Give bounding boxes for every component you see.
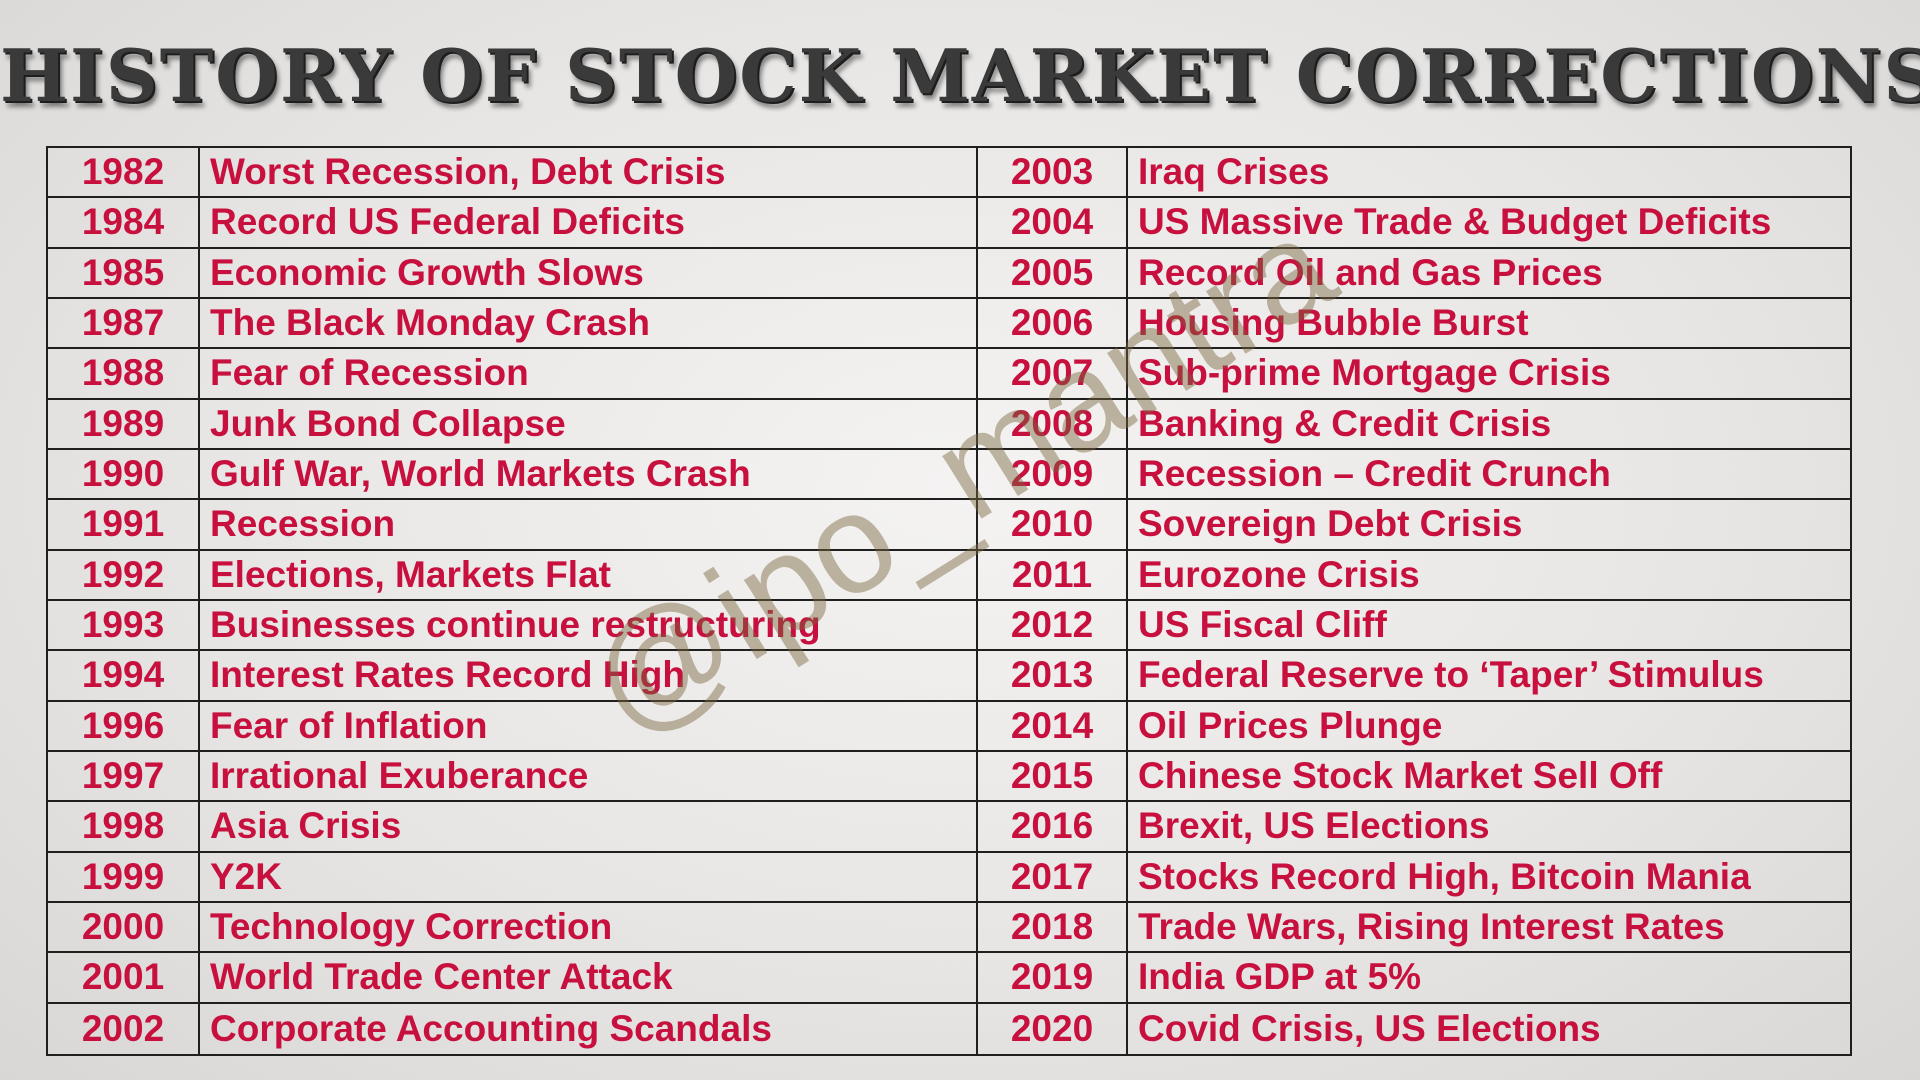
year-cell: 1989 <box>48 399 200 450</box>
event-cell: Corporate Accounting Scandals <box>200 1003 978 1054</box>
event-cell: Recession <box>200 500 978 551</box>
event-cell: Oil Prices Plunge <box>1128 702 1852 752</box>
event-cell: The Black Monday Crash <box>200 298 978 350</box>
year-cell: 2000 <box>48 902 200 954</box>
event-cell: Technology Correction <box>200 902 978 954</box>
event-cell: Businesses continue restructuring <box>200 600 978 652</box>
event-cell: Fear of Inflation <box>200 701 978 752</box>
year-cell: 1985 <box>48 248 200 299</box>
year-cell: 1997 <box>48 751 200 803</box>
year-cell: 2013 <box>978 651 1128 702</box>
year-cell: 1993 <box>48 600 200 652</box>
event-cell: Brexit, US Elections <box>1128 802 1852 853</box>
year-cell: 1992 <box>48 550 200 601</box>
year-cell: 2020 <box>978 1003 1128 1054</box>
page-title: HISTORY OF STOCK MARKET CORRECTIONS <box>0 33 1920 118</box>
event-cell: Trade Wars, Rising Interest Rates <box>1128 903 1852 954</box>
event-cell: Record US Federal Deficits <box>200 198 978 249</box>
event-cell: Interest Rates Record High <box>200 651 978 702</box>
year-cell: 2005 <box>978 248 1128 299</box>
event-cell: Y2K <box>200 852 978 903</box>
event-cell: Sovereign Debt Crisis <box>1128 500 1852 551</box>
year-cell: 1991 <box>48 500 200 551</box>
year-cell: 2010 <box>978 500 1128 551</box>
year-cell: 2004 <box>978 198 1128 249</box>
year-cell: 2009 <box>978 449 1128 501</box>
year-cell: 2003 <box>978 148 1128 199</box>
year-cell: 1987 <box>48 298 200 350</box>
year-cell: 2002 <box>48 1003 200 1054</box>
year-cell: 2011 <box>978 550 1128 601</box>
year-cell: 2012 <box>978 600 1128 652</box>
event-cell: US Fiscal Cliff <box>1128 601 1852 652</box>
event-cell: Gulf War, World Markets Crash <box>200 449 978 501</box>
event-cell: Recession – Credit Crunch <box>1128 450 1852 501</box>
event-cell: Housing Bubble Burst <box>1128 299 1852 350</box>
year-cell: 1984 <box>48 198 200 249</box>
event-cell: Economic Growth Slows <box>200 248 978 299</box>
event-cell: Banking & Credit Crisis <box>1128 400 1852 450</box>
event-cell: Iraq Crises <box>1128 148 1852 199</box>
event-cell: Junk Bond Collapse <box>200 399 978 450</box>
event-cell: Record Oil and Gas Prices <box>1128 249 1852 299</box>
year-cell: 1998 <box>48 802 200 853</box>
year-cell: 1988 <box>48 349 200 400</box>
corrections-table: 1982 Worst Recession, Debt Crisis 2003 Iraq… <box>46 146 1852 1056</box>
event-cell: Chinese Stock Market Sell Off <box>1128 752 1852 803</box>
year-cell: 1999 <box>48 852 200 903</box>
event-cell: Irrational Exuberance <box>200 751 978 803</box>
year-cell: 1996 <box>48 701 200 752</box>
event-cell: Eurozone Crisis <box>1128 551 1852 601</box>
event-cell: Federal Reserve to ‘Taper’ Stimulus <box>1128 651 1852 702</box>
event-cell: Asia Crisis <box>200 802 978 853</box>
year-cell: 2001 <box>48 953 200 1004</box>
year-cell: 1994 <box>48 651 200 702</box>
year-cell: 1982 <box>48 148 200 199</box>
event-cell: Stocks Record High, Bitcoin Mania <box>1128 853 1852 903</box>
year-cell: 2014 <box>978 701 1128 752</box>
year-cell: 2019 <box>978 953 1128 1004</box>
year-cell: 2015 <box>978 751 1128 803</box>
event-cell: Sub-prime Mortgage Crisis <box>1128 349 1852 400</box>
event-cell: India GDP at 5% <box>1128 953 1852 1004</box>
year-cell: 1990 <box>48 449 200 501</box>
event-cell: Elections, Markets Flat <box>200 550 978 601</box>
year-cell: 2008 <box>978 399 1128 450</box>
year-cell: 2006 <box>978 298 1128 350</box>
year-cell: 2018 <box>978 902 1128 954</box>
event-cell: World Trade Center Attack <box>200 953 978 1004</box>
event-cell: Fear of Recession <box>200 349 978 400</box>
year-cell: 2016 <box>978 802 1128 853</box>
year-cell: 2017 <box>978 852 1128 903</box>
year-cell: 2007 <box>978 349 1128 400</box>
event-cell: Covid Crisis, US Elections <box>1138 1007 1601 1049</box>
event-cell: Worst Recession, Debt Crisis <box>200 148 978 199</box>
event-cell: US Massive Trade & Budget Deficits <box>1128 198 1852 249</box>
